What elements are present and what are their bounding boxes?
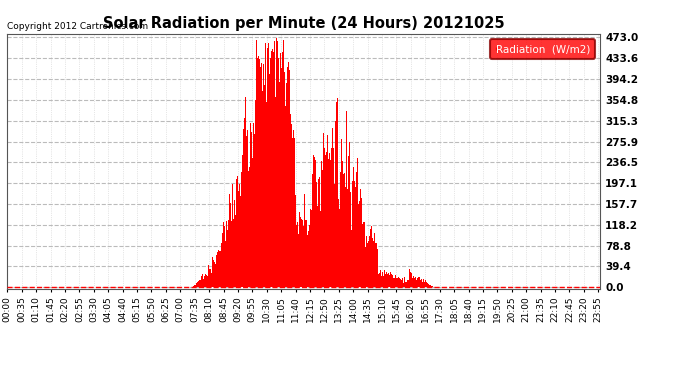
Title: Solar Radiation per Minute (24 Hours) 20121025: Solar Radiation per Minute (24 Hours) 20… <box>103 16 504 31</box>
Text: Copyright 2012 Cartronics.com: Copyright 2012 Cartronics.com <box>7 22 148 31</box>
Legend: Radiation  (W/m2): Radiation (W/m2) <box>491 39 595 59</box>
